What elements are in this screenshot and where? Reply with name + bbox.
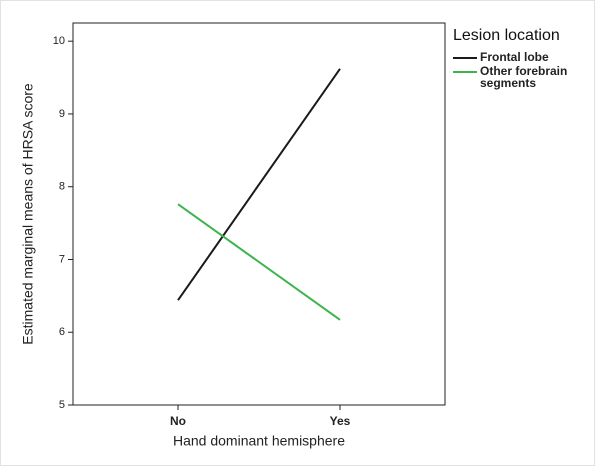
legend-item: Frontal lobe xyxy=(453,51,588,63)
y-axis-label: Estimated marginal means of HRSA score xyxy=(20,83,36,345)
legend: Lesion location Frontal lobe Other forebr… xyxy=(453,27,588,91)
y-tick-label: 7 xyxy=(59,253,65,265)
x-axis-label: Hand dominant hemisphere xyxy=(173,433,345,449)
legend-title: Lesion location xyxy=(453,27,560,44)
plot-frame xyxy=(72,22,446,406)
x-tick-label: No xyxy=(170,414,186,428)
legend-label: Frontal lobe xyxy=(480,50,549,64)
series-line xyxy=(177,203,341,321)
y-tick-label: 5 xyxy=(59,399,65,411)
series-line xyxy=(177,68,341,301)
y-tick-label: 9 xyxy=(59,108,65,120)
legend-swatch xyxy=(453,71,477,73)
y-tick-label: 8 xyxy=(59,181,65,193)
legend-swatch xyxy=(453,57,477,59)
y-tick-label: 6 xyxy=(59,326,65,338)
y-tick-label: 10 xyxy=(53,35,65,47)
legend-label: Other forebrain segments xyxy=(480,64,568,90)
legend-item: Other forebrain segments xyxy=(453,65,588,89)
x-tick-label: Yes xyxy=(330,414,351,428)
